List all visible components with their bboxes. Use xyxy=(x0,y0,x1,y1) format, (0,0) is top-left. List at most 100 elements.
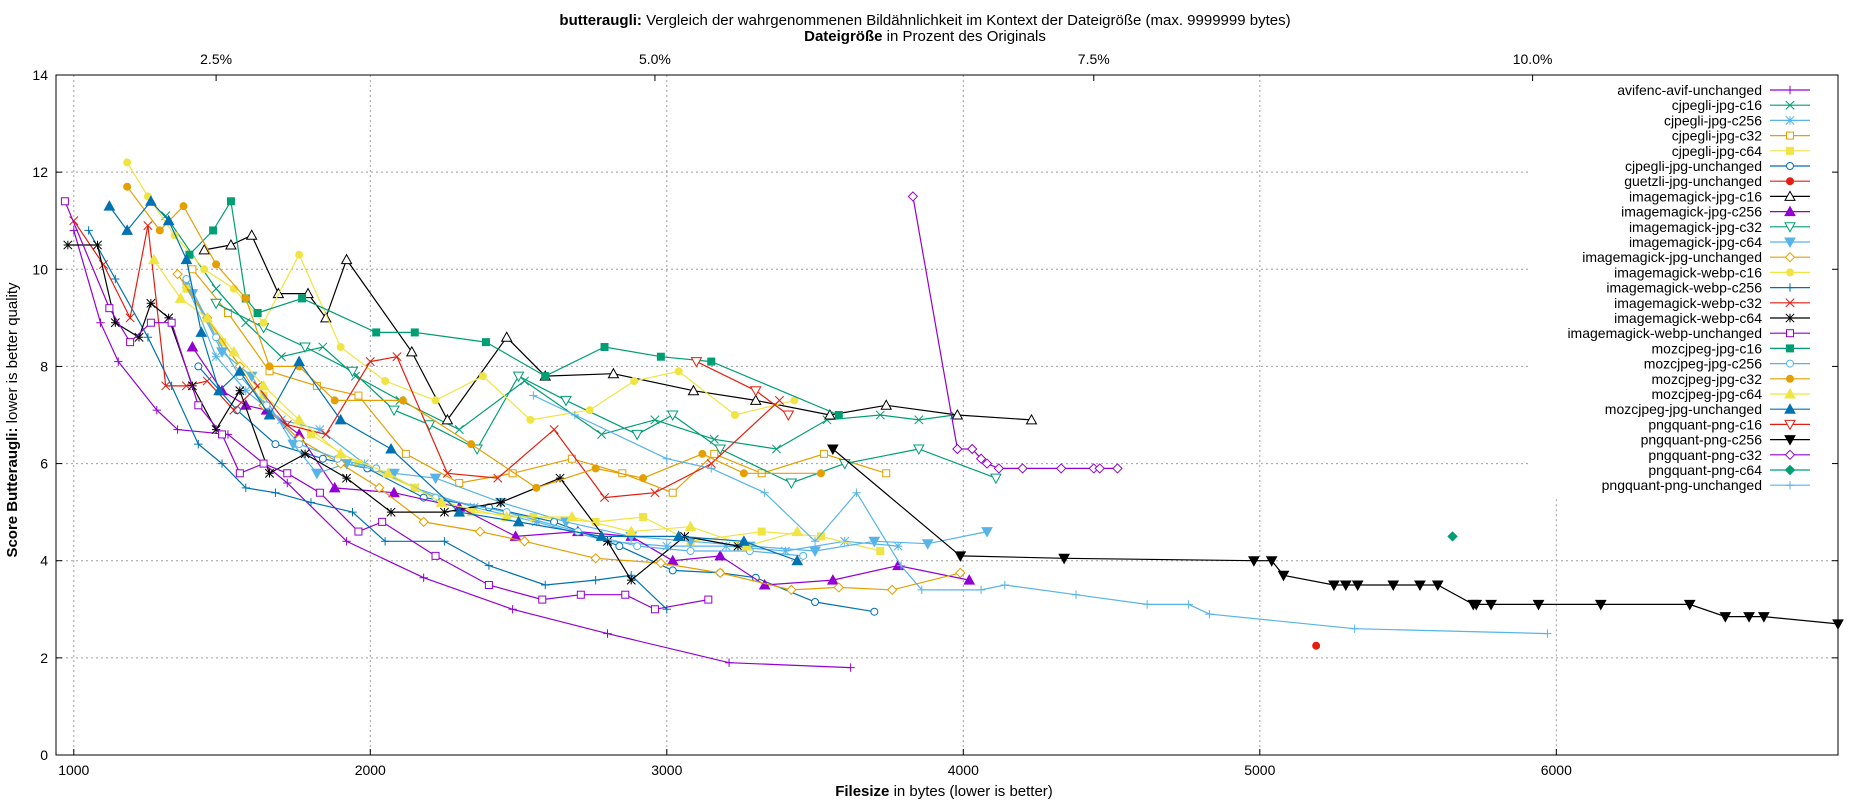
x-tick-label: 6000 xyxy=(1541,762,1572,778)
legend-label: mozcjpeg-jpg-c32 xyxy=(1652,371,1763,387)
marker-plus xyxy=(271,488,280,497)
marker-triangle-down-filled xyxy=(1265,556,1278,567)
marker-triangle-down-open xyxy=(299,342,311,354)
marker-square-filled xyxy=(253,309,262,317)
marker-triangle-filled xyxy=(239,399,252,410)
marker-circle-open xyxy=(182,275,191,283)
marker-plus xyxy=(194,439,203,449)
marker-diamond-open xyxy=(1094,463,1105,474)
marker-dot xyxy=(739,469,748,478)
marker-triangle-filled xyxy=(201,311,214,323)
marker-triangle-filled xyxy=(566,510,578,522)
legend-label: avifenc-avif-unchanged xyxy=(1617,82,1762,98)
series-imagemagick-webp-c64 xyxy=(63,240,743,585)
marker-x xyxy=(143,221,153,231)
marker-triangle-filled xyxy=(595,530,608,541)
x-axis-label: Filesize in bytes (lower is better) xyxy=(835,783,1053,800)
marker-triangle-open xyxy=(687,384,700,396)
marker-dot xyxy=(295,250,304,259)
series-line xyxy=(153,259,798,547)
marker-plus xyxy=(1071,590,1081,599)
marker-square-filled xyxy=(410,328,419,337)
marker-square-open xyxy=(259,459,268,468)
y-tick-label: 10 xyxy=(32,261,48,277)
marker-triangle-open xyxy=(272,287,285,299)
chart-subtitle: Dateigröße in Prozent des Originals xyxy=(804,28,1046,45)
plot-frame xyxy=(55,74,1839,756)
marker-triangle-filled xyxy=(263,408,276,420)
marker-triangle-down-filled xyxy=(1683,599,1696,611)
legend-label: pngquant-png-c32 xyxy=(1648,447,1762,463)
marker-asterisk xyxy=(211,425,221,435)
marker-plus xyxy=(1785,283,1795,292)
marker-x xyxy=(1785,100,1795,110)
legend-label: imagemagick-jpg-c64 xyxy=(1629,234,1762,250)
marker-plus xyxy=(348,507,357,517)
marker-dot xyxy=(123,182,132,191)
marker-square-open xyxy=(668,488,677,497)
series-line xyxy=(197,366,875,613)
marker-dot xyxy=(585,406,594,415)
marker-triangle-filled xyxy=(328,481,341,493)
marker-square-open xyxy=(60,197,69,206)
legend-label: cjpegli-jpg-unchanged xyxy=(1625,158,1762,174)
legend-label: imagemagick-webp-c16 xyxy=(1614,264,1762,280)
marker-plus xyxy=(84,226,93,235)
marker-square-open xyxy=(401,449,410,458)
y-tick-label: 12 xyxy=(32,164,48,180)
marker-triangle-open xyxy=(198,243,211,255)
marker-asterisk xyxy=(733,541,743,551)
marker-dot xyxy=(265,362,274,371)
marker-diamond-open xyxy=(981,458,993,469)
legend-label: pngquant-png-c16 xyxy=(1648,416,1762,432)
marker-triangle-open xyxy=(951,408,964,420)
marker-plus xyxy=(603,629,612,638)
marker-plus xyxy=(342,537,351,546)
y-tick-label: 6 xyxy=(40,456,48,472)
marker-triangle-down-filled xyxy=(1277,570,1290,582)
legend-label: mozcjpeg-jpg-c16 xyxy=(1652,340,1763,356)
marker-triangle-open xyxy=(607,367,620,379)
legend-label: guetzli-jpg-unchanged xyxy=(1624,173,1762,189)
marker-plus xyxy=(1785,85,1795,95)
marker-asterisk xyxy=(211,352,221,362)
marker-dot xyxy=(212,260,221,269)
marker-triangle-down-filled xyxy=(1058,553,1070,565)
marker-plus xyxy=(810,537,820,546)
marker-x xyxy=(125,313,135,323)
marker-plus xyxy=(1184,600,1193,609)
series-line xyxy=(73,230,851,669)
marker-triangle-down-filled xyxy=(1758,612,1770,623)
marker-triangle-down-filled xyxy=(1470,599,1483,611)
marker-plus xyxy=(662,454,672,463)
marker-triangle-filled xyxy=(1784,387,1796,399)
marker-asterisk xyxy=(662,541,672,551)
marker-triangle-down-open xyxy=(666,410,679,422)
marker-asterisk xyxy=(164,313,174,323)
marker-triangle-filled xyxy=(293,413,305,425)
series-pngquant-png-c32 xyxy=(907,191,1123,474)
marker-dot xyxy=(698,449,707,458)
marker-triangle-down-open xyxy=(749,386,762,397)
series-imagemagick-jpg-c16 xyxy=(198,229,1038,425)
marker-asterisk xyxy=(276,415,286,425)
marker-x xyxy=(875,410,885,420)
marker-plus xyxy=(846,663,855,672)
marker-circle-open xyxy=(811,598,820,606)
marker-square-open xyxy=(1786,329,1794,338)
y-tick-label: 14 xyxy=(32,67,48,83)
marker-triangle-open xyxy=(880,399,893,410)
marker-plus xyxy=(1142,600,1152,609)
marker-diamond-open xyxy=(952,443,963,455)
marker-x xyxy=(597,429,607,439)
legend-label: imagemagick-webp-c64 xyxy=(1614,310,1762,326)
marker-x xyxy=(599,493,610,503)
marker-diamond-open xyxy=(172,268,183,280)
marker-asterisk xyxy=(110,318,120,328)
marker-triangle-filled xyxy=(453,506,466,517)
marker-plus xyxy=(484,561,494,570)
marker-plus xyxy=(976,585,986,595)
marker-dot xyxy=(330,396,339,405)
marker-x xyxy=(650,488,660,498)
legend-label: imagemagick-webp-c32 xyxy=(1614,295,1762,311)
